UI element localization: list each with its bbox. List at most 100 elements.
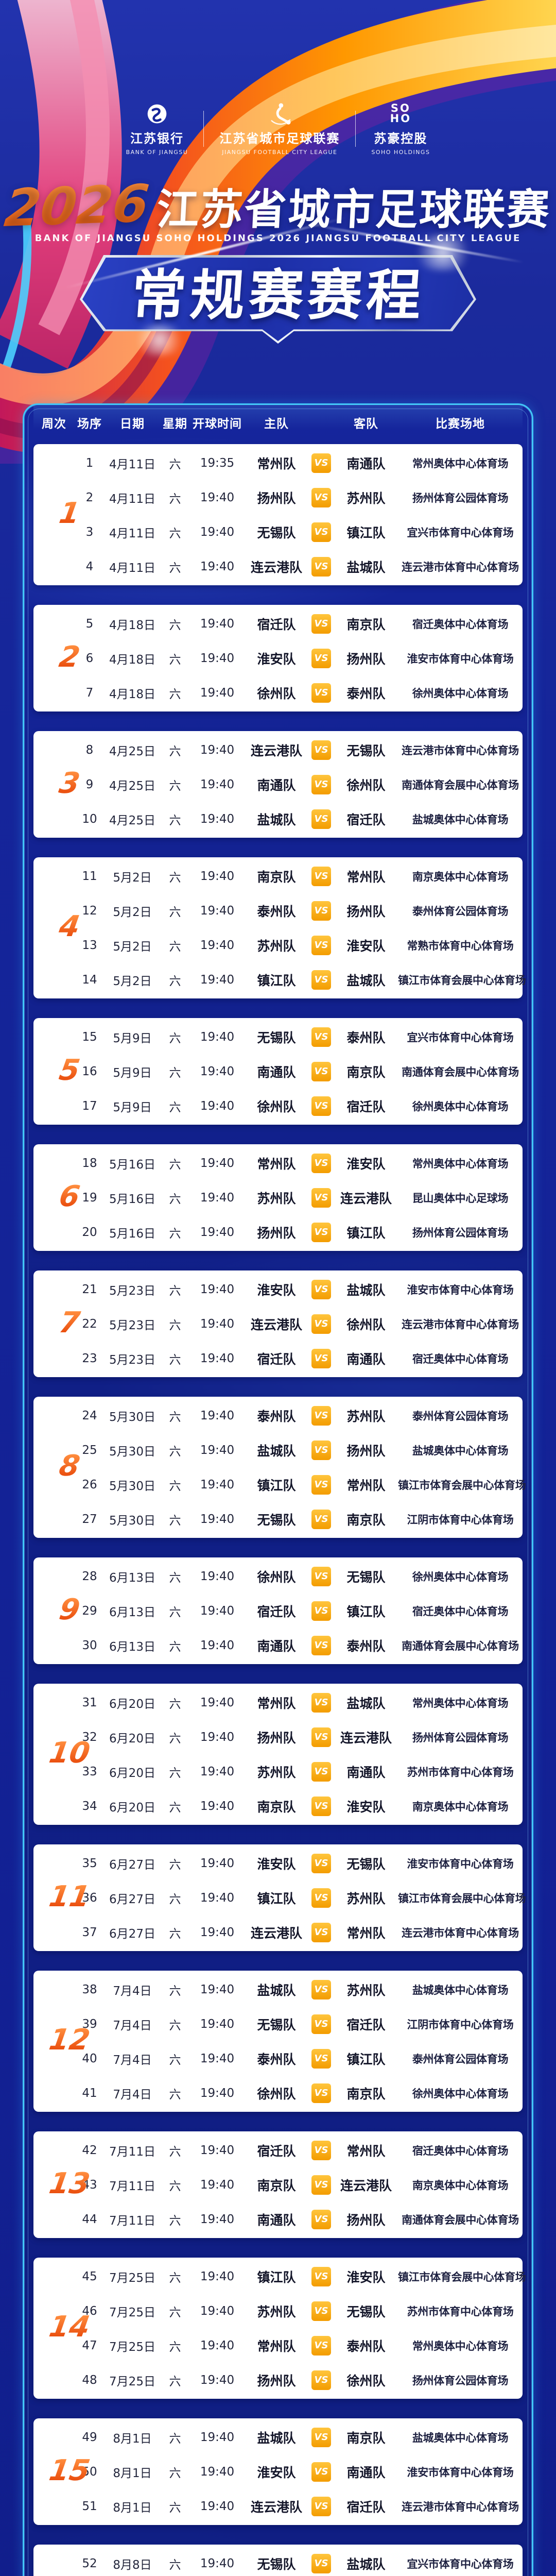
- vs-badge: VS: [311, 1096, 331, 1116]
- match-row: 7 4月18日 六 19:40 徐州队 VS 泰州队 徐州奥体中心体育场: [33, 675, 523, 710]
- vs-badge: VS: [311, 2427, 331, 2447]
- vs-badge: VS: [311, 1888, 331, 1908]
- match-date: 5月16日: [109, 1192, 155, 1206]
- match-number: 10: [82, 812, 97, 826]
- match-time: 19:40: [200, 869, 235, 883]
- match-date: 7月4日: [113, 2019, 152, 2032]
- home-team: 徐州队: [257, 1569, 296, 1585]
- match-venue: 宿迁奥体中心体育场: [412, 618, 509, 631]
- match-row: 1 4月11日 六 19:35 常州队 VS 南通队 常州奥体中心体育场: [33, 446, 523, 480]
- home-team: 常州队: [257, 456, 296, 471]
- home-team: 宿迁队: [257, 1604, 296, 1619]
- away-team: 徐州队: [346, 777, 386, 793]
- away-team: 镇江队: [346, 525, 386, 540]
- away-team: 常州队: [346, 2143, 386, 2159]
- match-time: 19:40: [200, 1409, 235, 1422]
- match-number: 21: [82, 1282, 97, 1296]
- away-team: 盐城队: [346, 560, 386, 575]
- match-weekday: 六: [169, 1100, 181, 1114]
- match-date: 6月13日: [109, 1640, 155, 1654]
- match-weekday: 六: [169, 2271, 181, 2285]
- match-time: 19:40: [200, 743, 235, 757]
- away-team: 泰州队: [346, 2338, 386, 2354]
- match-venue: 宜兴市体育中心体育场: [407, 1031, 514, 1044]
- bank-name-cn: 江苏银行: [130, 131, 184, 146]
- league-footballer-icon: [268, 102, 291, 126]
- match-venue: 徐州奥体中心体育场: [412, 1570, 509, 1583]
- match-number: 23: [82, 1351, 97, 1365]
- away-team: 盐城队: [346, 1282, 386, 1298]
- match-row: 51 8月1日 六 19:40 连云港队 VS 宿迁队 连云港市体育中心体育场: [33, 2489, 523, 2523]
- league-logo: 江苏省城市足球联赛 JIANGSU FOOTBALL CITY LEAGUE: [219, 102, 340, 156]
- away-team: 淮安队: [346, 2269, 386, 2285]
- match-row: 34 6月20日 六 19:40 南京队 VS 淮安队 南京奥体中心体育场: [33, 1789, 523, 1823]
- match-date: 5月30日: [109, 1479, 155, 1493]
- match-weekday: 六: [169, 1892, 181, 1906]
- vs-cell: VS: [308, 2014, 334, 2034]
- away-team: 盐城队: [346, 2556, 386, 2572]
- match-date: 4月25日: [109, 779, 155, 793]
- home-team: 宿迁队: [257, 1351, 296, 1367]
- home-team: 苏州队: [257, 2304, 296, 2319]
- match-row: 3 4月11日 六 19:40 无锡队 VS 镇江队 宜兴市体育中心体育场: [33, 515, 523, 549]
- match-date: 7月25日: [109, 2306, 155, 2319]
- away-team: 南通队: [346, 2465, 386, 2480]
- match-row: 13 5月2日 六 19:40 苏州队 VS 淮安队 常熟市体育中心体育场: [33, 928, 523, 962]
- match-time: 19:40: [200, 1030, 235, 1044]
- home-team: 南通队: [257, 2212, 296, 2228]
- vs-cell: VS: [308, 2370, 334, 2390]
- vs-badge: VS: [311, 1635, 331, 1655]
- vs-badge: VS: [311, 1314, 331, 1334]
- vs-badge: VS: [311, 901, 331, 921]
- match-row: 24 5月30日 六 19:40 泰州队 VS 苏州队 泰州体育公园体育场: [33, 1398, 523, 1433]
- vs-badge: VS: [311, 2014, 331, 2034]
- match-time: 19:40: [200, 904, 235, 918]
- match-date: 5月16日: [109, 1158, 155, 1172]
- home-team: 盐城队: [257, 1982, 296, 1998]
- match-venue: 南通体育会展中心体育场: [402, 2213, 519, 2226]
- vs-badge: VS: [311, 2083, 331, 2103]
- home-team: 淮安队: [257, 2465, 296, 2480]
- round-number: 6: [44, 1179, 96, 1213]
- match-date: 7月11日: [109, 2214, 155, 2228]
- match-time: 19:40: [200, 1351, 235, 1365]
- match-date: 5月30日: [109, 1445, 155, 1459]
- away-team: 无锡队: [346, 743, 386, 758]
- round-number: 2: [44, 640, 96, 673]
- bank-of-jiangsu-icon: [146, 102, 168, 126]
- match-weekday: 六: [169, 779, 181, 793]
- match-weekday: 六: [169, 1766, 181, 1780]
- match-venue: 南京奥体中心体育场: [412, 1800, 509, 1813]
- match-weekday: 六: [169, 871, 181, 885]
- match-weekday: 六: [169, 2306, 181, 2319]
- away-team: 盐城队: [346, 973, 386, 988]
- round-card: 3 8 4月25日 六 19:40 连云港队 VS 无锡队 连云港市体育中心体育…: [33, 731, 523, 838]
- away-team: 镇江队: [346, 1225, 386, 1241]
- away-team: 泰州队: [346, 686, 386, 701]
- home-team: 徐州队: [257, 1099, 296, 1114]
- match-row: 43 7月11日 六 19:40 南京队 VS 连云港队 南京奥体中心体育场: [33, 2167, 523, 2202]
- vs-badge: VS: [311, 1796, 331, 1816]
- header-date: 日期: [120, 417, 145, 431]
- away-team: 常州队: [346, 869, 386, 885]
- home-team: 泰州队: [257, 2052, 296, 2067]
- match-venue: 南京奥体中心体育场: [412, 2179, 509, 2192]
- match-number: 6: [75, 652, 105, 665]
- round-card: 11 35 6月27日 六 19:40 淮安队 VS 无锡队 淮安市体育中心体育…: [33, 1844, 526, 1951]
- round-number: 8: [44, 1449, 96, 1483]
- away-team: 镇江队: [346, 1604, 386, 1619]
- vs-badge: VS: [311, 522, 331, 542]
- match-date: 6月20日: [109, 1766, 155, 1780]
- vs-badge: VS: [311, 1153, 331, 1173]
- home-team: 苏州队: [257, 938, 296, 954]
- match-number: 50: [75, 2465, 105, 2479]
- match-weekday: 六: [169, 1192, 181, 1206]
- match-time: 19:40: [200, 973, 235, 987]
- match-date: 5月16日: [109, 1227, 155, 1241]
- match-row: 38 7月4日 六 19:40 盐城队 VS 苏州队 盐城奥体中心体育场: [33, 1972, 523, 2007]
- match-venue: 苏州市体育中心体育场: [407, 2305, 514, 2318]
- match-venue: 南通体育会展中心体育场: [402, 778, 519, 791]
- match-weekday: 六: [169, 2501, 181, 2515]
- match-venue: 连云港市体育中心体育场: [402, 2500, 519, 2513]
- vs-badge: VS: [311, 1440, 331, 1460]
